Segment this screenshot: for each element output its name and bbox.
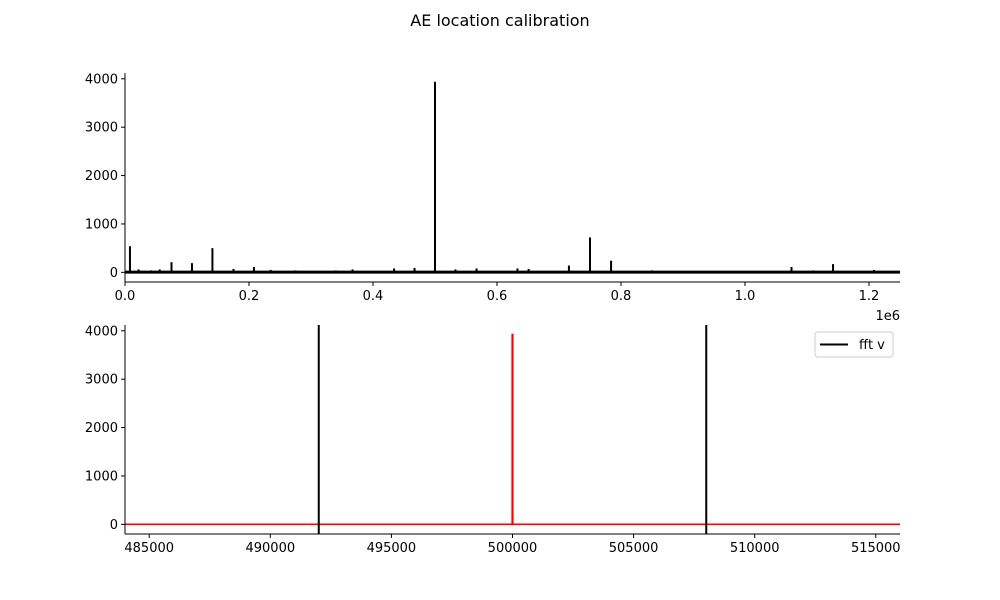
top-x-tick-label: 0.4: [363, 289, 384, 304]
top-y-tick-label: 1000: [85, 217, 118, 232]
top-y-tick-label: 0: [110, 266, 118, 281]
bottom-x-tick-label: 495000: [367, 541, 417, 556]
bottom-y-tick-label: 2000: [85, 421, 118, 436]
top-y-tick-label: 2000: [85, 169, 118, 184]
bottom-x-tick-label: 515000: [851, 541, 901, 556]
top-x-tick-label: 1.2: [859, 289, 880, 304]
bottom-x-tick-label: 510000: [730, 541, 780, 556]
top-x-tick-label: 0.8: [611, 289, 632, 304]
bottom-plot-data: [125, 325, 900, 534]
bottom-y-tick-label: 0: [110, 518, 118, 533]
top-x-tick-label: 0.0: [115, 289, 136, 304]
top-y-tick-label: 4000: [85, 72, 118, 87]
bottom-y-tick-label: 3000: [85, 373, 118, 388]
legend: fft v: [814, 331, 894, 358]
top-x-tick-label: 1.0: [735, 289, 756, 304]
bottom-x-tick-label: 505000: [609, 541, 659, 556]
legend-box: [814, 331, 894, 358]
legend-label-fft-v: fft v: [859, 338, 885, 353]
top-axes: 0.0 0.2 0.4 0.6 0.8 1.0 1.2 01000200030004000 …: [85, 72, 900, 324]
bottom-y-ticks: 0 1000 2000 3000 4000: [85, 324, 125, 533]
bottom-axes: 485000 490000 495000 500000 505000 510000 5150…: [85, 324, 901, 556]
bottom-x-tick-label: 490000: [245, 541, 295, 556]
top-y-ticks: 0 1000 2000 3000 4000: [85, 72, 125, 281]
bottom-x-ticks: 485000 490000 495000 500000 505000 510000 5150…: [124, 534, 901, 556]
top-plot-data: [125, 81, 900, 274]
top-x-offset-label: 1e6: [875, 309, 900, 324]
bottom-x-tick-label: 485000: [124, 541, 174, 556]
bottom-y-tick-label: 4000: [85, 324, 118, 339]
bottom-x-tick-label: 500000: [488, 541, 538, 556]
bottom-y-tick-label: 1000: [85, 469, 118, 484]
top-x-ticks: 0.0 0.2 0.4 0.6 0.8 1.0 1.2: [115, 282, 880, 304]
top-y-tick-label: 3000: [85, 121, 118, 136]
figure-title: AE location calibration: [410, 11, 589, 30]
top-x-tick-label: 0.6: [487, 289, 508, 304]
top-x-tick-label: 0.2: [239, 289, 260, 304]
